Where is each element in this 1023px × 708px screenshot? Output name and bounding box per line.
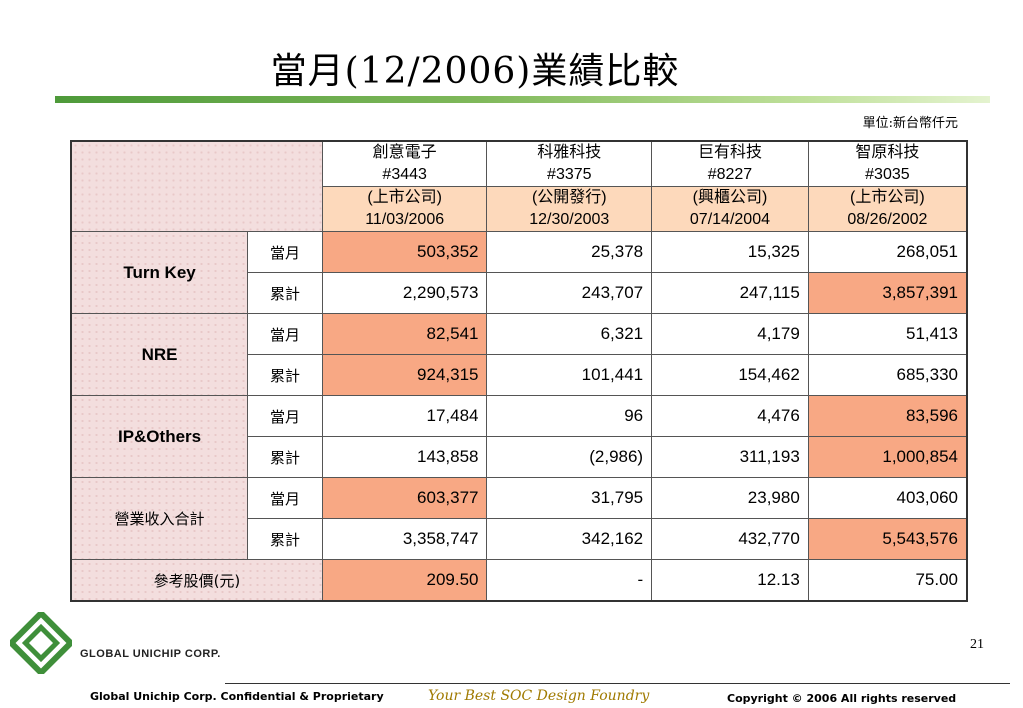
company-date: 11/03/2006 — [365, 211, 445, 228]
company-status: (公開發行) — [531, 189, 607, 206]
table-row: IP&Others 當月 17,484 96 4,476 83,596 — [70, 395, 968, 478]
value-cell: 4,179 — [651, 313, 809, 355]
value-cell: 96 — [486, 395, 653, 437]
value-cell: 6,321 — [486, 313, 653, 355]
value-cell: 2,290,573 — [321, 272, 488, 314]
company-name: 智原科技 — [855, 144, 920, 161]
value-cell: 603,377 — [321, 477, 488, 519]
table-row: NRE 當月 82,541 6,321 4,179 51,413 — [70, 313, 968, 396]
company-code: #3443 — [382, 166, 427, 183]
value-cell: 247,115 — [651, 272, 809, 314]
table-row: 累計 2,290,573 243,707 247,115 3,857,391 — [71, 272, 968, 314]
value-cell: 17,484 — [321, 395, 488, 437]
value-cell: 3,857,391 — [807, 272, 968, 314]
company-header-0: 創意電子 #3443 — [321, 140, 488, 187]
price-cell: 209.50 — [321, 559, 488, 602]
period-label: 累計 — [247, 272, 323, 314]
company-name: 巨有科技 — [697, 144, 762, 161]
period-label: 當月 — [247, 231, 323, 273]
footer-divider — [225, 683, 1010, 684]
company-status: (上市公司) — [367, 189, 442, 206]
value-cell: 243,707 — [486, 272, 653, 314]
price-label: 參考股價(元) — [70, 559, 323, 602]
table-row: 累計 143,858 (2,986) 311,193 1,000,854 — [71, 436, 968, 478]
price-cell: 12.13 — [651, 559, 809, 602]
header-row-names: 創意電子 #3443 科雅科技 #3375 巨有科技 #8227 智原科技 #3035 — [70, 140, 968, 232]
value-cell: 25,378 — [486, 231, 653, 273]
header-row-status: (上市公司) 11/03/2006 (公開發行) 12/30/2003 (興櫃公司)… — [71, 186, 968, 232]
category-label: 營業收入合計 — [70, 477, 249, 560]
company-code: #3375 — [547, 166, 592, 183]
company-header-1: 科雅科技 #3375 — [486, 140, 653, 187]
value-cell: 101,441 — [486, 354, 653, 396]
company-name: 創意電子 — [372, 144, 437, 161]
company-header-2: 巨有科技 #8227 — [651, 140, 809, 187]
category-label: Turn Key — [70, 231, 249, 314]
price-cell: - — [486, 559, 653, 602]
company-status-2: (興櫃公司) 07/14/2004 — [651, 186, 809, 232]
period-label: 當月 — [247, 395, 323, 437]
unit-label: 單位:新台幣仟元 — [862, 116, 958, 131]
value-cell: 83,596 — [807, 395, 968, 437]
table-row: 累計 924,315 101,441 154,462 685,330 — [71, 354, 968, 396]
value-cell: 403,060 — [807, 477, 968, 519]
page-title: 當月(12/2006)業績比較 — [270, 51, 680, 92]
value-cell: (2,986) — [486, 436, 653, 478]
value-cell: 82,541 — [321, 313, 488, 355]
logo-text: GLOBAL UNICHIP CORP. — [80, 648, 221, 660]
period-label: 當月 — [247, 313, 323, 355]
period-label: 累計 — [247, 354, 323, 396]
table-row: 累計 3,358,747 342,162 432,770 5,543,576 — [71, 518, 968, 560]
comparison-table: 創意電子 #3443 科雅科技 #3375 巨有科技 #8227 智原科技 #3035 … — [70, 140, 968, 602]
value-cell: 31,795 — [486, 477, 653, 519]
table-body: 創意電子 #3443 科雅科技 #3375 巨有科技 #8227 智原科技 #3035 … — [70, 140, 968, 602]
price-cell: 75.00 — [807, 559, 968, 602]
footer-slogan: Your Best SOC Design Foundry — [428, 688, 650, 704]
title-underline — [55, 96, 990, 103]
company-header-3: 智原科技 #3035 — [807, 140, 968, 187]
period-label: 累計 — [247, 436, 323, 478]
value-cell: 311,193 — [651, 436, 809, 478]
footer-copyright: Copyright © 2006 All rights reserved — [727, 692, 957, 705]
value-cell: 432,770 — [651, 518, 809, 560]
value-cell: 268,051 — [807, 231, 968, 273]
company-date: 12/30/2003 — [529, 211, 610, 228]
value-cell: 685,330 — [807, 354, 968, 396]
value-cell: 3,358,747 — [321, 518, 488, 560]
footer-confidential: Global Unichip Corp. Confidential & Prop… — [90, 690, 384, 703]
value-cell: 342,162 — [486, 518, 653, 560]
company-code: #3035 — [865, 166, 910, 183]
value-cell: 154,462 — [651, 354, 809, 396]
table-row: Turn Key 當月 503,352 25,378 15,325 268,051 — [70, 231, 968, 314]
value-cell: 143,858 — [321, 436, 488, 478]
value-cell: 23,980 — [651, 477, 809, 519]
company-status: (上市公司) — [850, 189, 925, 206]
company-status-3: (上市公司) 08/26/2002 — [807, 186, 968, 232]
category-label: IP&Others — [70, 395, 249, 478]
company-code: #8227 — [707, 166, 753, 183]
value-cell: 503,352 — [321, 231, 488, 273]
value-cell: 15,325 — [651, 231, 809, 273]
category-label: NRE — [70, 313, 249, 396]
company-date: 08/26/2002 — [847, 211, 928, 228]
company-date: 07/14/2004 — [689, 211, 770, 228]
gu-logo-icon — [10, 612, 72, 674]
company-status-0: (上市公司) 11/03/2006 — [321, 186, 488, 232]
corner-cell — [70, 140, 323, 232]
value-cell: 51,413 — [807, 313, 968, 355]
company-status: (興櫃公司) — [692, 189, 768, 206]
company-status-1: (公開發行) 12/30/2003 — [486, 186, 653, 232]
table-row: 營業收入合計 當月 603,377 31,795 23,980 403,060 — [70, 477, 968, 560]
period-label: 累計 — [247, 518, 323, 560]
price-row: 參考股價(元) 209.50-12.13 75.00 — [70, 559, 968, 602]
value-cell: 4,476 — [651, 395, 809, 437]
value-cell: 5,543,576 — [807, 518, 968, 560]
page-number: 21 — [970, 637, 984, 652]
value-cell: 924,315 — [321, 354, 488, 396]
company-name: 科雅科技 — [537, 144, 602, 161]
value-cell: 1,000,854 — [807, 436, 968, 478]
period-label: 當月 — [247, 477, 323, 519]
